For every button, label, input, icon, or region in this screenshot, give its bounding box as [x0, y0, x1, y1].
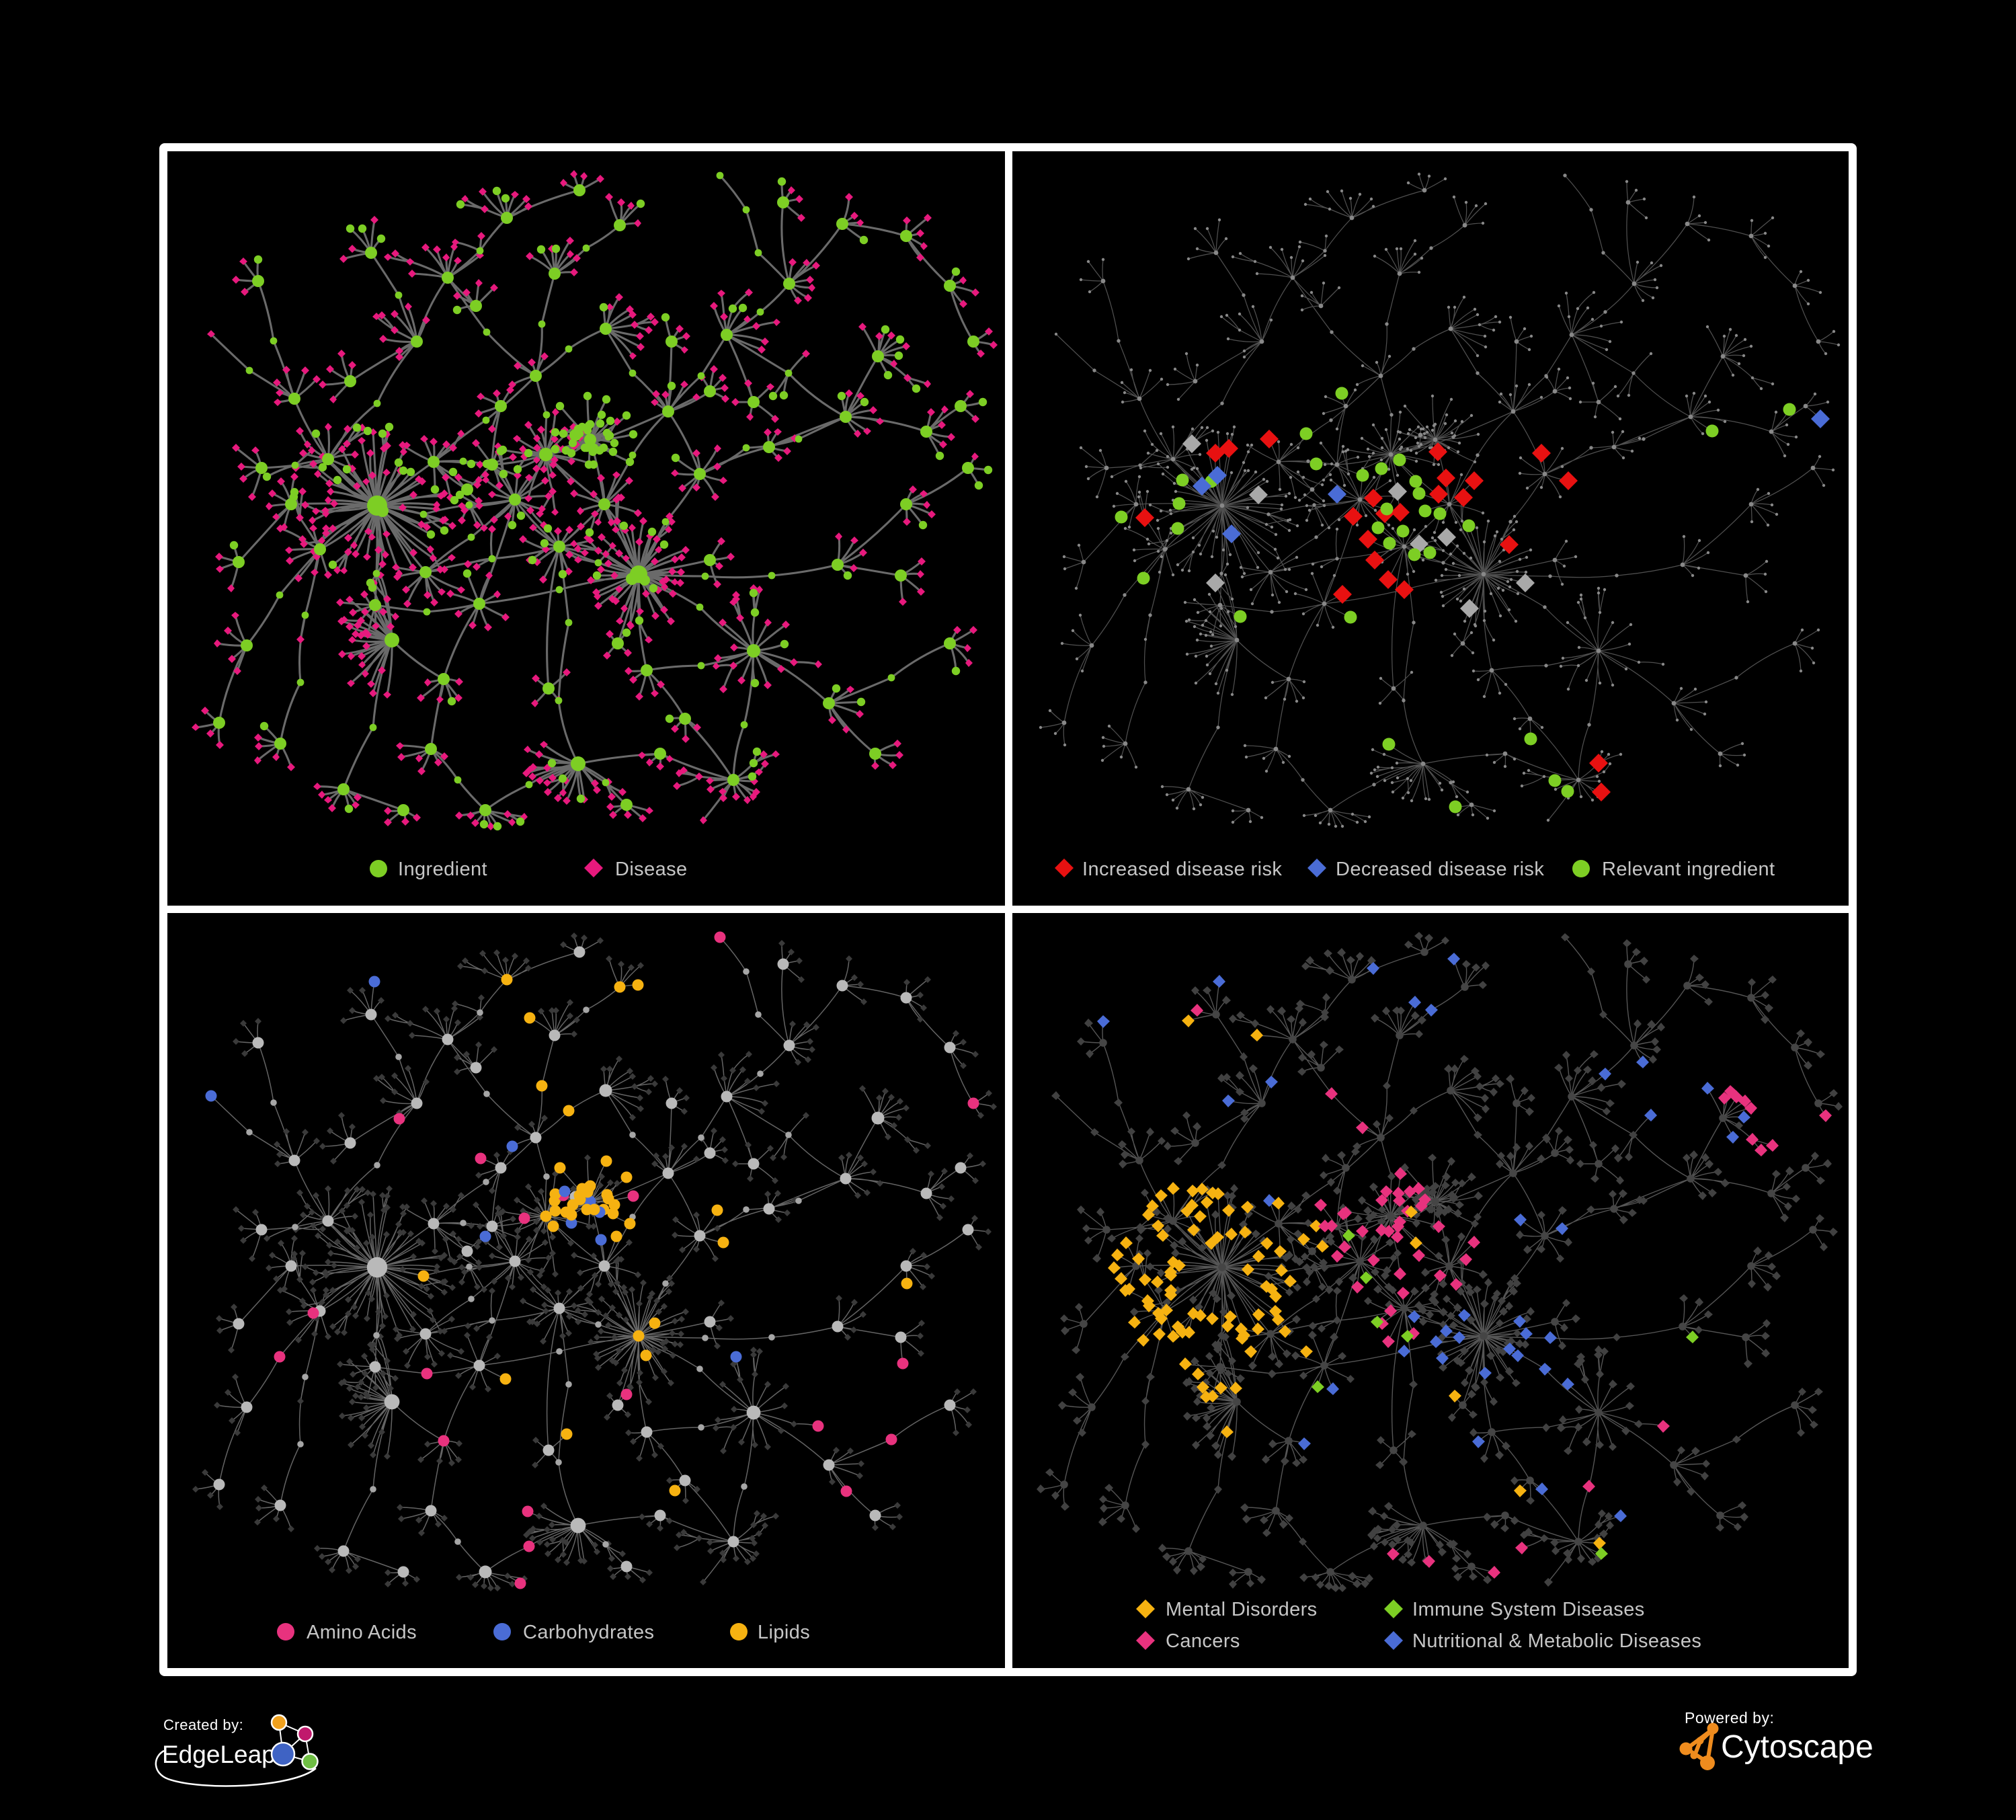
svg-text:Carbohydrates: Carbohydrates	[523, 1622, 654, 1643]
svg-text:Created by:: Created by:	[163, 1716, 243, 1733]
svg-text:Relevant ingredient: Relevant ingredient	[1602, 859, 1775, 880]
svg-text:Amino Acids: Amino Acids	[307, 1622, 417, 1643]
svg-text:Nutritional & Metabolic Diseas: Nutritional & Metabolic Diseases	[1412, 1630, 1701, 1652]
svg-text:Powered by:: Powered by:	[1685, 1709, 1774, 1727]
svg-text:Cytoscape: Cytoscape	[1721, 1729, 1873, 1765]
svg-text:Disease: Disease	[615, 859, 688, 880]
svg-text:Lipids: Lipids	[758, 1622, 810, 1643]
svg-text:Decreased disease risk: Decreased disease risk	[1336, 859, 1544, 880]
svg-text:Ingredient: Ingredient	[398, 859, 487, 880]
svg-text:EdgeLeap: EdgeLeap	[162, 1741, 276, 1768]
svg-text:Increased disease risk: Increased disease risk	[1082, 859, 1282, 880]
svg-text:Mental Disorders: Mental Disorders	[1166, 1599, 1318, 1620]
svg-text:Immune System Diseases: Immune System Diseases	[1412, 1599, 1645, 1620]
svg-text:Cancers: Cancers	[1166, 1630, 1240, 1652]
